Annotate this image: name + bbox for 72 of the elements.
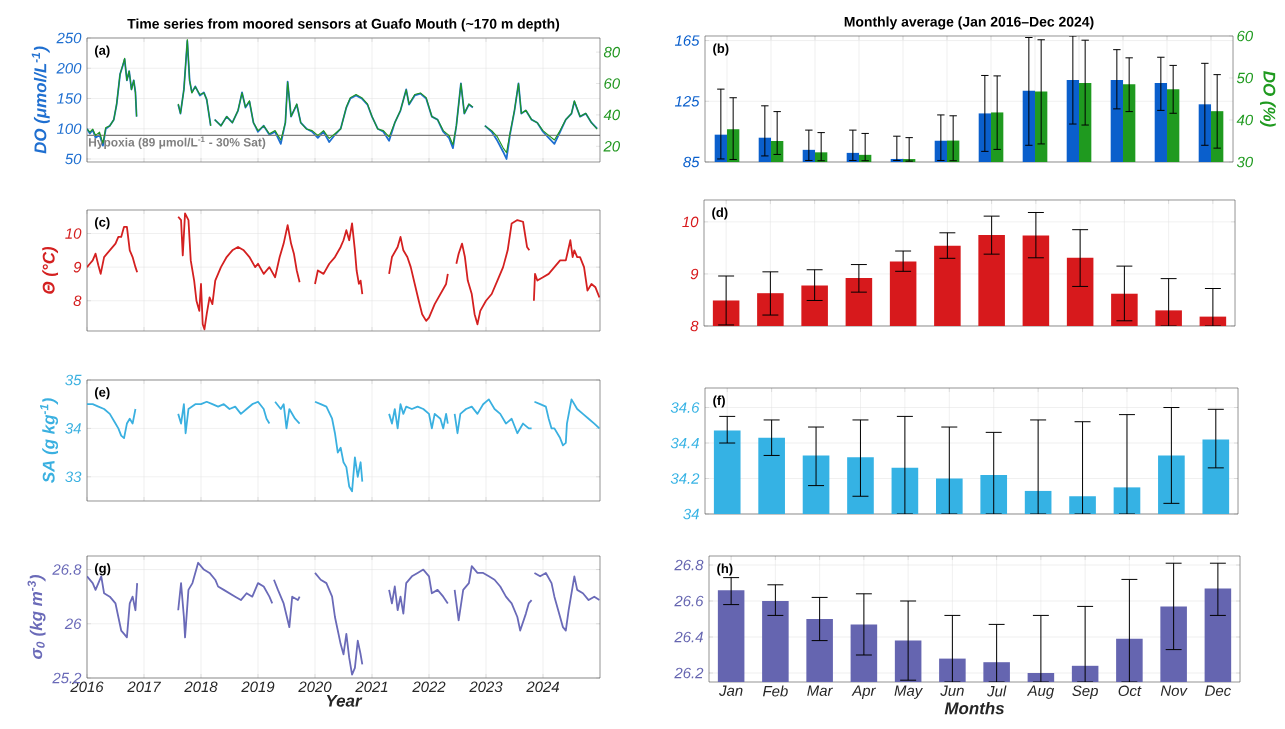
y2-tick-label: 40 xyxy=(1236,114,1254,126)
annotation: (b) xyxy=(713,43,729,56)
x-tick-label: Feb xyxy=(762,685,788,697)
annotation: (d) xyxy=(712,207,728,220)
y-tick-label: 26.8 xyxy=(52,564,82,575)
y-tick-label: 26.4 xyxy=(674,631,703,643)
y-tick-label: 10 xyxy=(682,216,699,228)
y2-tick-label: 30 xyxy=(1236,156,1254,168)
y2-tick-label: 40 xyxy=(603,109,621,121)
y-axis-title: DO (μmol/L$^{-1}$) xyxy=(31,46,50,154)
x-tick-label: Jul xyxy=(987,685,1007,697)
annotation: (h) xyxy=(717,563,733,576)
y-tick-label: 26.6 xyxy=(674,595,704,607)
x-tick-label: 2018 xyxy=(184,681,218,693)
chart-title: Monthly average (Jan 2016–Dec 2024) xyxy=(844,16,1094,30)
y2-axis-title: DO (%) xyxy=(1260,71,1276,127)
y2-tick-label: 80 xyxy=(603,46,621,58)
y-tick-label: 26.2 xyxy=(674,667,704,679)
x-tick-label: Jan xyxy=(719,685,743,696)
y-tick-label: 34 xyxy=(65,423,81,434)
y2-tick-label: 20 xyxy=(603,141,621,152)
x-tick-label: Sep xyxy=(1072,685,1098,700)
y-tick-label: 8 xyxy=(690,320,699,332)
y-tick-label: 165 xyxy=(674,35,700,46)
chart-title: Time series from moored sensors at Guafo Mouth (~170 m depth) xyxy=(127,18,560,32)
x-tick-label: 2020 xyxy=(298,681,332,693)
y-tick-label: 125 xyxy=(674,95,700,107)
y2-tick-label: 60 xyxy=(1237,30,1254,42)
annotation: (c) xyxy=(94,217,110,230)
y-tick-label: 33 xyxy=(65,471,82,483)
x-tick-label: Jun xyxy=(940,685,964,696)
x-tick-label: 2019 xyxy=(241,681,275,693)
y-axis-title: Θ (°C) xyxy=(42,246,59,294)
y-tick-label: 8 xyxy=(73,295,82,307)
y-tick-label: 34.6 xyxy=(670,402,700,413)
annotation: (g) xyxy=(94,563,111,576)
x-tick-label: 2021 xyxy=(355,681,388,693)
y-tick-label: 250 xyxy=(56,32,82,44)
y-tick-label: 34.2 xyxy=(670,473,700,484)
y-tick-label: 85 xyxy=(683,156,700,168)
x-tick-label: 2017 xyxy=(127,681,162,693)
y-tick-label: 100 xyxy=(56,123,82,135)
y-axis-title: SA (g kg$^{-1}$) xyxy=(40,398,59,483)
x-tick-label: Dec xyxy=(1205,685,1231,696)
x-tick-label: Aug xyxy=(1026,685,1055,699)
x-axis-title: Months xyxy=(944,701,1005,715)
y-tick-label: 26 xyxy=(64,618,82,630)
x-tick-label: Mar xyxy=(807,685,834,696)
x-tick-label: 2022 xyxy=(412,681,446,693)
annotation: (a) xyxy=(94,45,110,58)
y-tick-label: 34.4 xyxy=(670,437,699,449)
y-tick-label: 150 xyxy=(56,93,82,104)
y-tick-label: 10 xyxy=(65,228,82,239)
x-tick-label: 2023 xyxy=(469,681,503,693)
y-tick-label: 9 xyxy=(73,261,82,273)
y-tick-label: 200 xyxy=(56,62,82,74)
y-axis-title: σ$_{0}$ (kg m$^{-3}$) xyxy=(27,575,46,659)
x-tick-label: Apr xyxy=(851,685,877,699)
y-tick-label: 35 xyxy=(65,374,82,386)
x-tick-label: Nov xyxy=(1160,685,1188,696)
x-axis-title: Year xyxy=(326,694,363,707)
x-tick-label: 2024 xyxy=(526,681,560,693)
y-tick-label: 9 xyxy=(690,268,699,280)
y-tick-label: 50 xyxy=(65,153,82,165)
annotation: (e) xyxy=(94,387,110,400)
x-tick-label: May xyxy=(894,685,923,699)
y-tick-label: 26.8 xyxy=(674,559,704,571)
y2-tick-label: 50 xyxy=(1236,72,1254,84)
y-tick-label: 34 xyxy=(683,508,699,520)
x-tick-label: Oct xyxy=(1118,685,1142,697)
annotation: (f) xyxy=(713,395,725,408)
y2-tick-label: 60 xyxy=(604,78,621,89)
